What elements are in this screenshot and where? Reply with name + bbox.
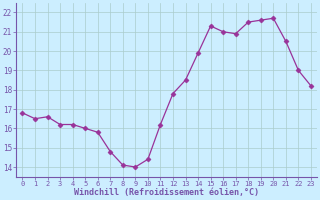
X-axis label: Windchill (Refroidissement éolien,°C): Windchill (Refroidissement éolien,°C) xyxy=(74,188,259,197)
